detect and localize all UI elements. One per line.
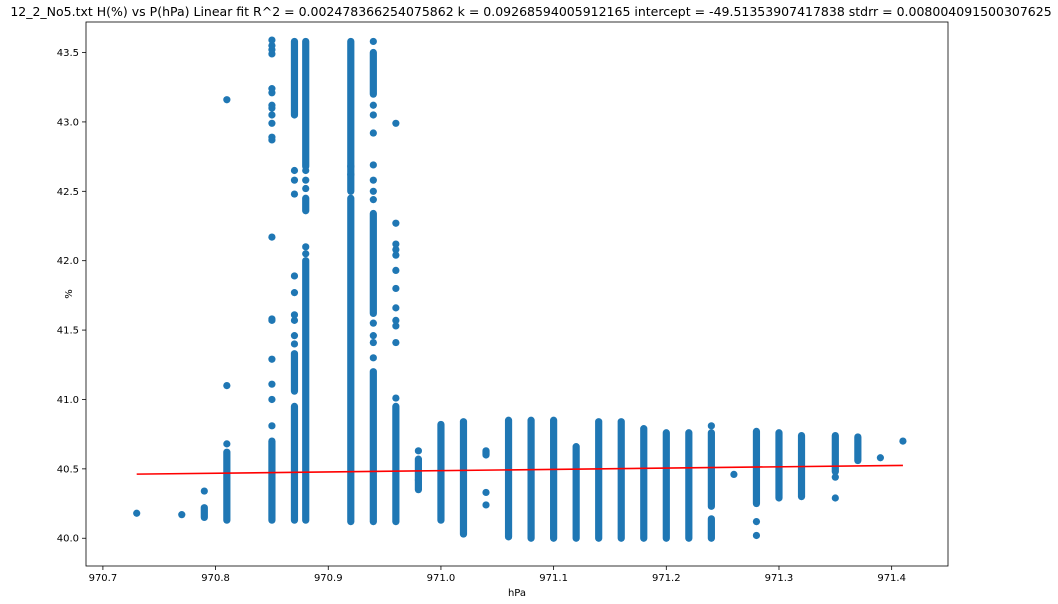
scatter-point — [392, 284, 400, 293]
scatter-point — [369, 161, 377, 169]
chart-title: 12_2_No5.txt H(%) vs P(hPa) Linear fit R… — [10, 4, 1051, 19]
y-tick-label: 42.0 — [57, 256, 79, 267]
scatter-point — [369, 111, 377, 119]
scatter-point — [369, 319, 377, 327]
scatter-point — [392, 338, 400, 347]
scatter-point — [302, 250, 310, 258]
scatter-point — [302, 184, 310, 193]
scatter-point — [347, 162, 355, 170]
scatter-point — [268, 315, 276, 323]
scatter-point — [369, 187, 377, 195]
scatter-point — [290, 332, 299, 340]
scatter-point — [392, 119, 400, 127]
scatter-point — [302, 176, 310, 184]
scatter-point — [369, 338, 377, 347]
scatter-point — [369, 129, 377, 137]
scatter-point — [392, 304, 400, 312]
x-tick-label: 971.1 — [539, 573, 568, 584]
scatter-point — [268, 395, 276, 404]
y-tick-label: 41.0 — [57, 395, 79, 406]
scatter-point — [223, 440, 231, 448]
scatter-point — [369, 37, 377, 46]
scatter-point — [899, 437, 907, 445]
scatter-point — [369, 176, 377, 184]
scatter-point — [831, 494, 839, 502]
scatter-point — [392, 219, 400, 227]
scatter-point — [268, 133, 276, 141]
scatter-point — [392, 266, 400, 275]
scatter-point — [302, 243, 310, 251]
y-axis-label: % — [64, 289, 75, 299]
x-tick-label: 970.7 — [89, 573, 118, 584]
scatter-point — [752, 517, 761, 526]
scatter-point — [482, 488, 490, 497]
scatter-point — [268, 85, 276, 93]
scatter-point — [290, 311, 299, 319]
scatter-point — [392, 245, 400, 254]
scatter-point — [730, 470, 738, 479]
y-tick-label: 43.5 — [57, 48, 79, 59]
scatter-point — [831, 473, 839, 481]
plot-frame — [85, 21, 949, 567]
x-axis-label: hPa — [508, 588, 526, 599]
scatter-point — [414, 447, 423, 455]
scatter-point — [290, 166, 299, 175]
scatter-point — [302, 166, 310, 175]
fit-line — [136, 464, 903, 475]
scatter-point — [290, 176, 299, 184]
scatter-point — [268, 36, 276, 44]
scatter-point — [223, 381, 231, 390]
scatter-point — [392, 240, 400, 248]
scatter-point — [392, 316, 400, 324]
scatter-point — [268, 119, 276, 127]
scatter-point — [414, 476, 423, 484]
scatter-point — [290, 190, 299, 198]
scatter-point — [268, 111, 276, 119]
scatter-point — [369, 196, 377, 204]
scatter-point — [268, 101, 276, 109]
x-tick-label: 971.3 — [765, 573, 794, 584]
scatter-series — [133, 36, 907, 542]
y-tick-label: 40.5 — [57, 464, 79, 475]
y-tick-label: 43.0 — [57, 117, 79, 128]
scatter-point — [268, 233, 276, 241]
y-tick-label: 41.5 — [57, 326, 79, 337]
scatter-point — [392, 394, 400, 402]
x-tick-label: 971.2 — [652, 573, 681, 584]
scatter-point — [268, 41, 276, 50]
scatter-point — [482, 501, 490, 509]
y-tick-label: 40.0 — [57, 534, 79, 545]
scatter-point — [752, 531, 761, 540]
x-tick-label: 971.4 — [877, 573, 906, 584]
scatter-point — [369, 354, 377, 362]
scatter-point — [392, 251, 400, 259]
scatter-point — [268, 422, 276, 430]
scatter-point — [268, 355, 276, 363]
scatter-point — [200, 487, 208, 495]
x-tick-label: 971.0 — [427, 573, 456, 584]
scatter-point — [268, 380, 276, 388]
scatter-point — [707, 422, 715, 430]
scatter-point — [290, 340, 299, 348]
scatter-point — [290, 289, 299, 297]
x-tick-label: 970.8 — [201, 573, 230, 584]
scatter-point — [133, 509, 141, 517]
y-tick-label: 42.5 — [57, 187, 79, 198]
scatter-point — [876, 454, 884, 462]
x-tick-label: 970.9 — [314, 573, 343, 584]
scatter-point — [369, 101, 377, 109]
fit-line-layer — [136, 464, 903, 475]
scatter-point — [392, 322, 400, 330]
scatter-point — [290, 316, 299, 324]
scatter-point — [223, 96, 231, 104]
scatter-point — [178, 511, 186, 519]
scatter-point — [347, 171, 355, 179]
scatter-point — [290, 272, 299, 280]
scatter-point — [369, 332, 377, 340]
